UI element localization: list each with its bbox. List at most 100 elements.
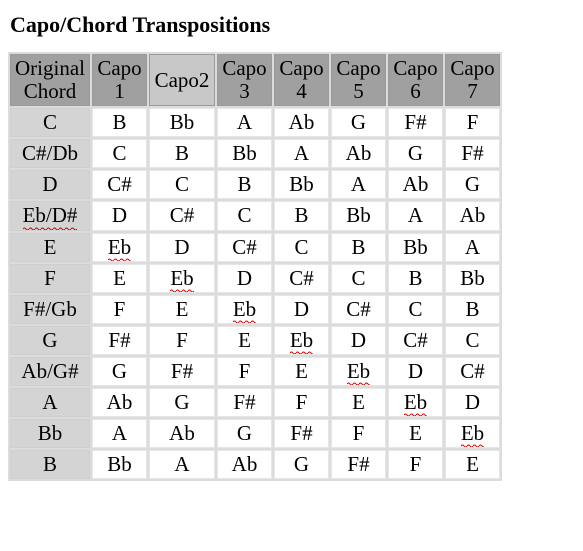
table-cell: B — [92, 108, 147, 137]
table-cell: C — [445, 326, 500, 355]
header-label-line2: 4 — [296, 79, 307, 103]
header-label-line2: 7 — [467, 79, 478, 103]
table-row: CBBbAAbGF#F — [10, 108, 500, 137]
header-label-line1: Capo — [222, 56, 266, 80]
table-cell: G — [92, 357, 147, 386]
col-header-capo-4: Capo4 — [274, 54, 329, 106]
table-cell: D — [274, 295, 329, 324]
table-cell: E — [388, 419, 443, 448]
spellcheck-squiggle: Eb — [108, 236, 131, 259]
header-label-line2: 5 — [353, 79, 364, 103]
table-cell: Eb — [445, 419, 500, 448]
header-label-line1: Capo — [336, 56, 380, 80]
header-label-line2: 6 — [410, 79, 421, 103]
table-cell: F — [388, 450, 443, 479]
col-header-capo-1: Capo1 — [92, 54, 147, 106]
table-cell: E — [217, 326, 272, 355]
table-cell: C# — [92, 170, 147, 199]
table-row: DC#CBBbAAbG — [10, 170, 500, 199]
table-cell: Bb — [388, 233, 443, 262]
table-cell: Ab — [149, 419, 215, 448]
table-cell: C — [388, 295, 443, 324]
table-cell: Bb — [149, 108, 215, 137]
table-cell: A — [217, 108, 272, 137]
table-cell: F# — [331, 450, 386, 479]
col-header-original-chord: OriginalChord — [10, 54, 90, 106]
table-cell: Bb — [445, 264, 500, 293]
table-cell: Bb — [331, 201, 386, 230]
table-cell: F — [92, 295, 147, 324]
table-cell: C# — [388, 326, 443, 355]
page-title: Capo/Chord Transpositions — [10, 12, 575, 38]
table-cell: F# — [274, 419, 329, 448]
row-header-chord: F — [10, 264, 90, 293]
header-label-line2: 1 — [114, 79, 125, 103]
table-row: EEbDC#CBBbA — [10, 233, 500, 262]
table-cell: Ab — [445, 201, 500, 230]
table-row: C#/DbCBBbAAbGF# — [10, 139, 500, 168]
row-header-chord: Bb — [10, 419, 90, 448]
table-cell: D — [445, 388, 500, 417]
table-cell: Eb — [217, 295, 272, 324]
table-cell: A — [149, 450, 215, 479]
table-cell: Eb — [388, 388, 443, 417]
row-header-chord: F#/Gb — [10, 295, 90, 324]
table-cell: D — [149, 233, 215, 262]
table-cell: C — [217, 201, 272, 230]
table-cell: F — [217, 357, 272, 386]
table-cell: A — [388, 201, 443, 230]
table-cell: Eb — [274, 326, 329, 355]
table-cell: B — [149, 139, 215, 168]
table-header: OriginalChordCapo1Capo2Capo3Capo4Capo5Ca… — [10, 54, 500, 106]
table-row: GF#FEEbDC#C — [10, 326, 500, 355]
table-row: BbAAbGF#FEEb — [10, 419, 500, 448]
table-cell: E — [274, 357, 329, 386]
table-cell: D — [92, 201, 147, 230]
table-cell: E — [149, 295, 215, 324]
table-cell: A — [331, 170, 386, 199]
col-header-capo-3: Capo3 — [217, 54, 272, 106]
row-header-chord: Eb/D# — [10, 201, 90, 230]
spellcheck-squiggle: Eb/D# — [23, 204, 78, 227]
table-cell: F — [274, 388, 329, 417]
table-cell: Ab — [388, 170, 443, 199]
table-cell: G — [149, 388, 215, 417]
table-cell: F# — [92, 326, 147, 355]
table-cell: F# — [445, 139, 500, 168]
table-cell: G — [331, 108, 386, 137]
row-header-chord: D — [10, 170, 90, 199]
table-cell: C# — [274, 264, 329, 293]
spellcheck-squiggle: Eb — [461, 422, 484, 445]
table-cell: Ab — [331, 139, 386, 168]
row-header-chord: Ab/G# — [10, 357, 90, 386]
table-cell: E — [92, 264, 147, 293]
table-cell: F# — [149, 357, 215, 386]
row-header-chord: A — [10, 388, 90, 417]
transposition-table: OriginalChordCapo1Capo2Capo3Capo4Capo5Ca… — [8, 52, 502, 481]
table-cell: Eb — [149, 264, 215, 293]
table-cell: F — [149, 326, 215, 355]
table-cell: F — [445, 108, 500, 137]
table-cell: F# — [388, 108, 443, 137]
table-row: FEEbDC#CBBb — [10, 264, 500, 293]
table-cell: C — [331, 264, 386, 293]
header-label-line1: Capo — [279, 56, 323, 80]
table-cell: C# — [217, 233, 272, 262]
col-header-capo-2: Capo2 — [149, 54, 215, 106]
table-cell: A — [445, 233, 500, 262]
row-header-chord: B — [10, 450, 90, 479]
header-label-line1: Capo — [450, 56, 494, 80]
spellcheck-squiggle: Eb — [404, 391, 427, 414]
table-cell: E — [331, 388, 386, 417]
table-cell: Ab — [274, 108, 329, 137]
row-header-chord: G — [10, 326, 90, 355]
table-row: Eb/D# DC#CBBbAAb — [10, 201, 500, 230]
table-cell: F — [331, 419, 386, 448]
table-cell: Ab — [217, 450, 272, 479]
table-cell: B — [274, 201, 329, 230]
table-cell: C# — [149, 201, 215, 230]
table-row: Ab/G#GF#FEEbDC# — [10, 357, 500, 386]
table-cell: B — [445, 295, 500, 324]
table-cell: G — [217, 419, 272, 448]
table-cell: C# — [331, 295, 386, 324]
